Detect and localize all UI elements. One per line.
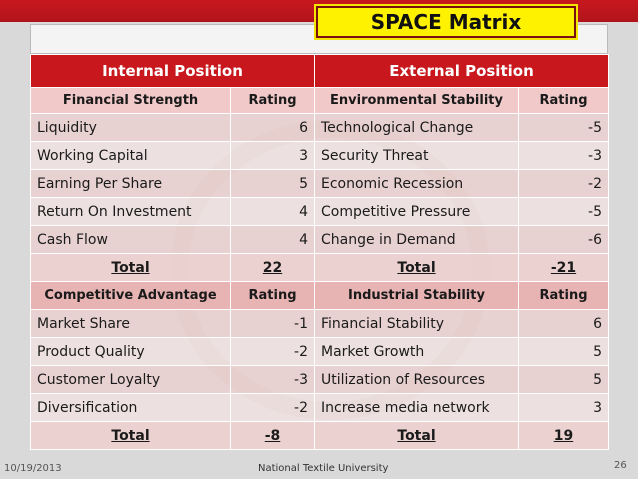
footer-organization: National Textile University	[258, 463, 389, 474]
footer-date: 10/19/2013	[4, 463, 62, 474]
factor-label: Market Growth	[314, 337, 519, 366]
factor-label: Competitive Pressure	[314, 197, 519, 226]
table-row: Liquidity 6 Technological Change -5	[30, 113, 609, 142]
factor-rating: -5	[518, 197, 609, 226]
factor-label: Financial Stability	[314, 309, 519, 338]
factor-rating: -5	[518, 113, 609, 142]
financial-strength-header: Financial Strength	[30, 87, 231, 114]
factor-rating: 5	[230, 169, 315, 198]
total-row: Total -8 Total 19	[30, 421, 609, 450]
table-row: Market Share -1 Financial Stability 6	[30, 309, 609, 338]
factor-label: Product Quality	[30, 337, 231, 366]
table-row: Return On Investment 4 Competitive Press…	[30, 197, 609, 226]
total-label: Total	[314, 421, 519, 450]
total-value: -21	[518, 253, 609, 282]
factor-label: Economic Recession	[314, 169, 519, 198]
table-row: Cash Flow 4 Change in Demand -6	[30, 225, 609, 254]
table-row: Earning Per Share 5 Economic Recession -…	[30, 169, 609, 198]
rating-header: Rating	[230, 281, 315, 310]
total-label: Total	[314, 253, 519, 282]
factor-rating: 3	[230, 141, 315, 170]
table-row: Product Quality -2 Market Growth 5	[30, 337, 609, 366]
factor-label: Earning Per Share	[30, 169, 231, 198]
factor-label: Increase media network	[314, 393, 519, 422]
rating-header: Rating	[230, 87, 315, 114]
top-subheader-row: Financial Strength Rating Environmental …	[30, 87, 609, 114]
factor-rating: 3	[518, 393, 609, 422]
factor-rating: -6	[518, 225, 609, 254]
slide-title: SPACE Matrix	[316, 6, 576, 38]
rating-header: Rating	[518, 281, 609, 310]
bottom-subheader-row: Competitive Advantage Rating Industrial …	[30, 281, 609, 310]
factor-rating: 5	[518, 337, 609, 366]
factor-rating: 4	[230, 197, 315, 226]
table-row: Working Capital 3 Security Threat -3	[30, 141, 609, 170]
factor-label: Utilization of Resources	[314, 365, 519, 394]
page-number: 26	[614, 460, 627, 471]
total-value: 19	[518, 421, 609, 450]
factor-label: Technological Change	[314, 113, 519, 142]
total-label: Total	[30, 253, 231, 282]
rating-header: Rating	[518, 87, 609, 114]
factor-label: Market Share	[30, 309, 231, 338]
table-row: Customer Loyalty -3 Utilization of Resou…	[30, 365, 609, 394]
factor-label: Cash Flow	[30, 225, 231, 254]
factor-label: Return On Investment	[30, 197, 231, 226]
total-row: Total 22 Total -21	[30, 253, 609, 282]
factor-rating: -2	[230, 393, 315, 422]
factor-rating: 5	[518, 365, 609, 394]
factor-rating: -2	[518, 169, 609, 198]
environmental-stability-header: Environmental Stability	[314, 87, 519, 114]
factor-rating: 4	[230, 225, 315, 254]
total-value: -8	[230, 421, 315, 450]
industrial-stability-header: Industrial Stability	[314, 281, 519, 310]
total-value: 22	[230, 253, 315, 282]
table-row: Diversification -2 Increase media networ…	[30, 393, 609, 422]
factor-label: Working Capital	[30, 141, 231, 170]
factor-label: Security Threat	[314, 141, 519, 170]
factor-label: Diversification	[30, 393, 231, 422]
factor-label: Customer Loyalty	[30, 365, 231, 394]
factor-rating: -1	[230, 309, 315, 338]
space-matrix-table: Internal Position External Position Fina…	[30, 54, 609, 450]
factor-rating: 6	[230, 113, 315, 142]
factor-rating: -2	[230, 337, 315, 366]
external-position-header: External Position	[314, 54, 609, 88]
factor-rating: -3	[230, 365, 315, 394]
factor-label: Liquidity	[30, 113, 231, 142]
competitive-advantage-header: Competitive Advantage	[30, 281, 231, 310]
position-header-row: Internal Position External Position	[30, 54, 609, 88]
factor-label: Change in Demand	[314, 225, 519, 254]
factor-rating: 6	[518, 309, 609, 338]
factor-rating: -3	[518, 141, 609, 170]
total-label: Total	[30, 421, 231, 450]
internal-position-header: Internal Position	[30, 54, 315, 88]
